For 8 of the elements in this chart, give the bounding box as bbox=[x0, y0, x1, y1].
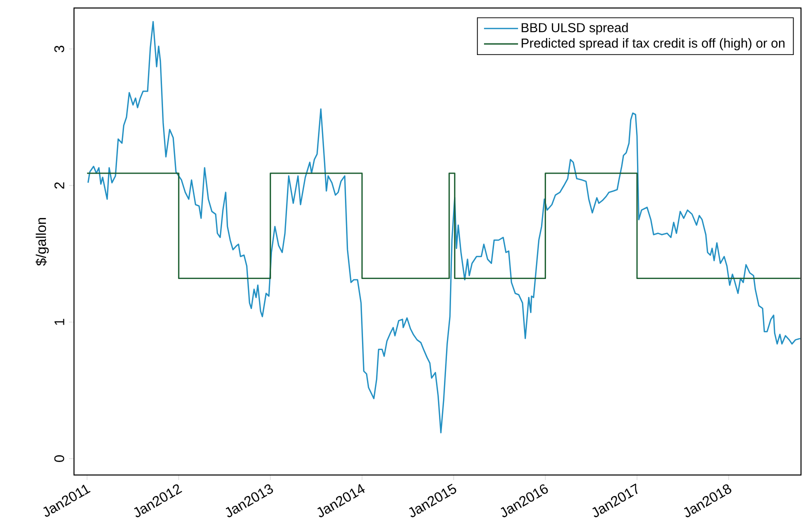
y-tick-label: 3 bbox=[54, 46, 64, 52]
y-tick-label: 2 bbox=[54, 182, 64, 189]
y-axis-title: $/gallon bbox=[36, 218, 49, 266]
legend-label: BBD ULSD spread bbox=[522, 22, 628, 35]
y-tick-label: 0 bbox=[54, 455, 64, 462]
legend-label: Predicted spread if tax credit is off (high) or on bbox=[522, 38, 784, 50]
y-tick-label: 1 bbox=[54, 318, 64, 325]
line-series bbox=[87, 21, 801, 434]
